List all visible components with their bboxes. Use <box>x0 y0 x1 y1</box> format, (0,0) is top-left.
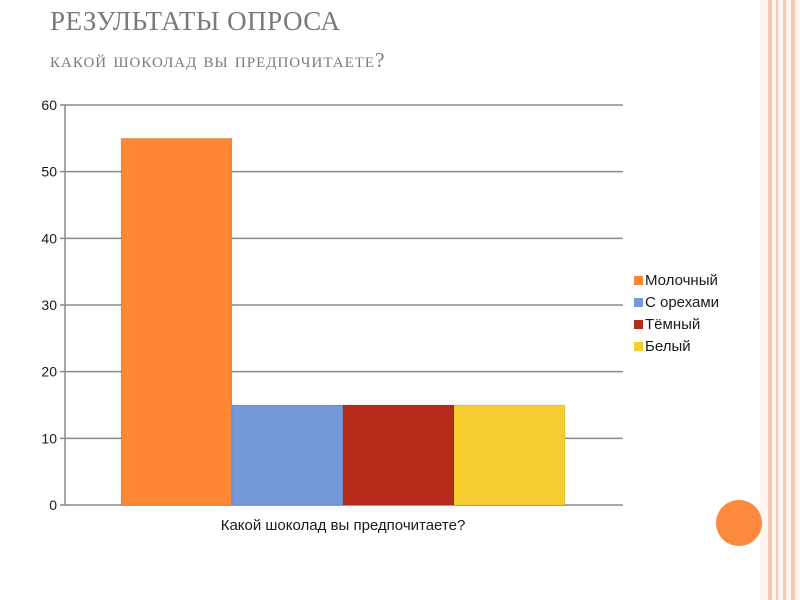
slide-title: РЕЗУЛЬТАТЫ ОПРОСА <box>50 6 341 36</box>
bars <box>120 138 566 506</box>
legend-label: С орехами <box>645 294 719 311</box>
y-tick-label: 30 <box>41 297 57 313</box>
accent-circle <box>716 500 762 546</box>
legend-label: Тёмный <box>645 316 700 333</box>
legend-label: Молочный <box>645 272 718 289</box>
legend-swatch <box>634 298 643 307</box>
y-tick-label: 0 <box>49 497 57 513</box>
axes: 0 10 20 30 40 50 60 <box>41 97 66 513</box>
bar-3 <box>342 404 455 506</box>
legend-swatch <box>634 320 643 329</box>
y-tick-label: 10 <box>41 430 57 446</box>
legend-swatch <box>634 276 643 285</box>
y-tick-label: 60 <box>41 97 57 113</box>
decorative-border <box>760 0 800 600</box>
legend-label: Белый <box>645 338 691 355</box>
slide-subtitle: какой шоколад вы предпочитаете? <box>50 48 386 72</box>
bar-2 <box>231 404 344 506</box>
bar-4 <box>453 404 566 506</box>
legend-swatch <box>634 342 643 351</box>
y-tick-label: 20 <box>41 364 57 380</box>
bar-1 <box>120 138 233 506</box>
legend: Молочный С орехами Тёмный Белый <box>634 272 719 355</box>
y-tick-label: 50 <box>41 164 57 180</box>
y-tick-label: 40 <box>41 230 57 246</box>
x-axis-label: Какой шоколад вы предпочитаете? <box>221 517 466 534</box>
